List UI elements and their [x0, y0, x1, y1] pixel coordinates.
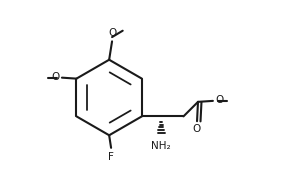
Text: O: O: [52, 72, 60, 82]
Text: O: O: [215, 95, 223, 105]
Text: F: F: [108, 152, 114, 162]
Text: O: O: [108, 28, 116, 38]
Text: NH₂: NH₂: [151, 141, 171, 151]
Text: O: O: [192, 124, 200, 134]
